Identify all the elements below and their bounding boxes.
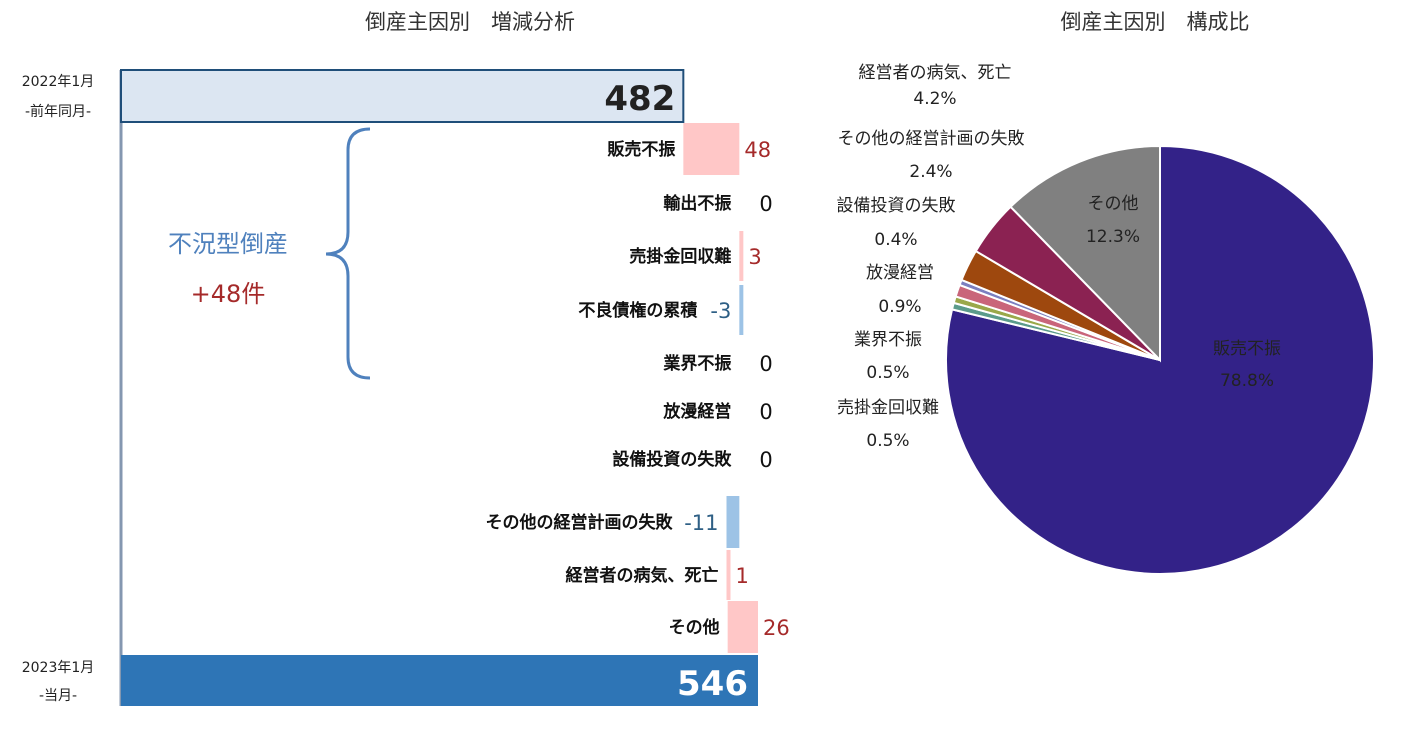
pie-slice-label: その他の経営計画の失敗	[838, 129, 1025, 149]
waterfall-bar	[739, 285, 744, 335]
waterfall-value-label: 26	[763, 616, 790, 640]
pie-slice-label: 経営者の病気、死亡	[859, 63, 1012, 83]
waterfall-bar	[726, 496, 740, 548]
end-label-line1: 2023年1月	[22, 660, 95, 676]
pie-slice-value: 12.3%	[1086, 227, 1140, 247]
waterfall-bar	[727, 601, 758, 653]
waterfall-title: 倒産主因別 増減分析	[365, 10, 575, 34]
end-total-label: 546	[677, 664, 748, 704]
group-label: 不況型倒産	[168, 230, 288, 258]
pie-slice-value: 2.4%	[909, 162, 952, 182]
waterfall-value-label: 0	[759, 448, 772, 472]
end-label-line2: -当月-	[39, 688, 77, 704]
group-value-label: +48件	[191, 280, 266, 308]
waterfall-value-label: 48	[744, 138, 771, 162]
pie-slice-label: 売掛金回収難	[837, 398, 939, 418]
waterfall-bar	[739, 231, 744, 281]
waterfall-category-label: 設備投資の失敗	[612, 449, 732, 470]
pie-slice-value: 0.4%	[874, 230, 917, 250]
waterfall-category-label: その他	[669, 617, 720, 638]
pie-slice	[945, 144, 1375, 575]
pie-slice-label: その他	[1088, 194, 1139, 214]
waterfall-category-label: 輸出不振	[663, 193, 731, 214]
waterfall-category-label: 業界不振	[663, 353, 731, 374]
waterfall-category-label: 経営者の病気、死亡	[566, 565, 719, 586]
start-label-line1: 2022年1月	[22, 74, 95, 90]
pie-slice	[1009, 144, 1161, 363]
start-total-bar	[120, 69, 685, 123]
waterfall-category-label: 不良債権の累積	[578, 300, 698, 321]
pie-slice-value: 0.5%	[866, 363, 909, 383]
waterfall-category-label: その他の経営計画の失敗	[486, 512, 674, 533]
waterfall-category-label: 売掛金回収難	[629, 246, 731, 267]
waterfall-bar	[726, 550, 731, 600]
group-bracket	[325, 127, 371, 380]
waterfall-bar	[683, 123, 740, 175]
pie-slice-label: 放漫経営	[866, 263, 934, 283]
waterfall-value-label: 1	[736, 564, 749, 588]
pie-title: 倒産主因別 構成比	[1061, 10, 1250, 34]
waterfall-value-label: 0	[759, 352, 772, 376]
waterfall-category-label: 放漫経営	[662, 401, 731, 422]
waterfall-value-label: 0	[759, 192, 772, 216]
end-total-bar	[121, 655, 758, 706]
pie-slice-label: 業界不振	[854, 330, 922, 350]
waterfall-value-label: -3	[710, 299, 731, 323]
pie-slice-value: 78.8%	[1220, 371, 1274, 391]
pie-slice-value: 0.5%	[866, 431, 909, 451]
pie-slice-value: 4.2%	[913, 89, 956, 109]
start-label-line2: -前年同月-	[25, 103, 91, 120]
pie-slice-value: 0.9%	[878, 297, 921, 317]
waterfall-category-label: 販売不振	[607, 139, 675, 160]
pie-slice-label: 設備投資の失敗	[837, 196, 956, 216]
pie-slice-label: 販売不振	[1213, 339, 1281, 359]
waterfall-value-label: -11	[684, 511, 718, 535]
waterfall-value-label: 3	[748, 245, 761, 269]
waterfall-value-label: 0	[759, 400, 772, 424]
start-total-label: 482	[604, 79, 675, 119]
